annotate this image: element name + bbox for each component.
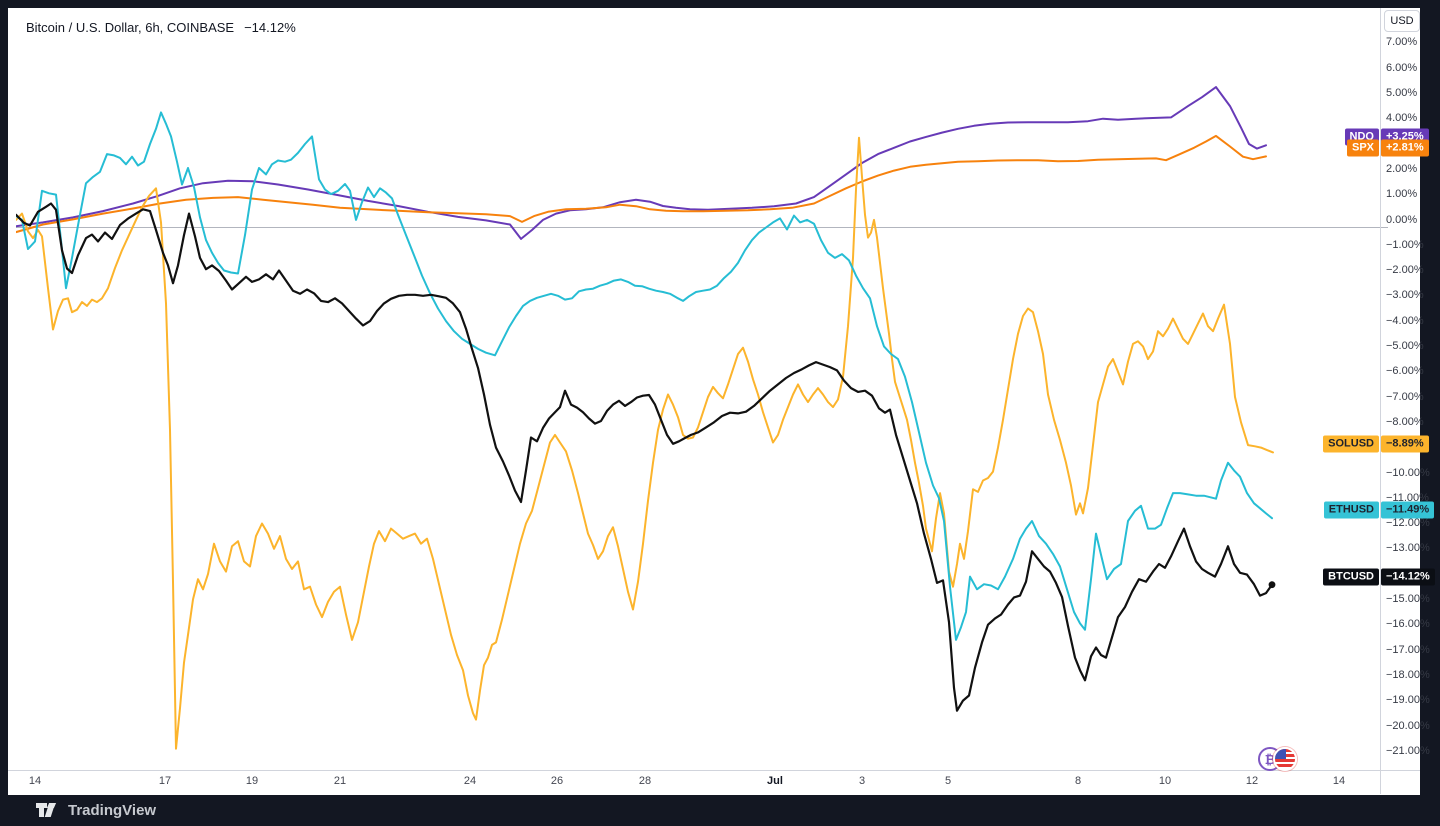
time-tick: 3 [858, 775, 866, 787]
price-badge-ethusd[interactable]: −11.49% [1381, 501, 1435, 519]
price-tick: 6.00% [1386, 61, 1418, 74]
price-tick: 5.00% [1386, 87, 1418, 99]
price-tick: −1.00% [1386, 238, 1424, 251]
price-tick: −20.00% [1386, 719, 1430, 732]
price-tick: −11.00% [1386, 491, 1429, 504]
price-tick: −18.00% [1386, 668, 1430, 681]
pair-logo: ₿ [1258, 745, 1302, 774]
time-tick: 8 [1074, 775, 1082, 787]
symbol-badge-spx[interactable]: SPX [1346, 139, 1379, 157]
tradingview-brand-label: TradingView [68, 802, 157, 819]
time-tick: 24 [463, 775, 477, 787]
us-flag-icon [1273, 747, 1297, 771]
symbol-legend[interactable]: Bitcoin / U.S. Dollar, 6h, COINBASE −14.1… [26, 20, 296, 35]
series-line-ethusd [16, 111, 1273, 641]
time-tick: 19 [245, 775, 259, 787]
tradingview-logo-icon [36, 802, 61, 819]
time-tick: 5 [944, 775, 952, 787]
price-tick: −19.00% [1386, 694, 1430, 707]
price-tick: −5.00% [1386, 340, 1424, 352]
time-tick: 10 [1158, 775, 1172, 787]
symbol-badge-solusd[interactable]: SOLUSD [1323, 435, 1379, 453]
price-tick: −3.00% [1386, 289, 1424, 302]
price-chart-plot[interactable] [16, 16, 1388, 778]
symbol-badge-ethusd[interactable]: ETHUSD [1323, 501, 1379, 519]
price-tick: −12.00% [1386, 517, 1430, 530]
price-tick: 7.00% [1386, 36, 1418, 49]
price-tick: −15.00% [1386, 593, 1430, 605]
price-tick: −21.00% [1386, 744, 1430, 757]
series-line-solusd [16, 136, 1274, 750]
symbol-title: Bitcoin / U.S. Dollar, 6h, COINBASE [26, 20, 235, 35]
price-tick: 2.00% [1386, 162, 1418, 175]
price-tick: −7.00% [1386, 390, 1424, 403]
symbol-change: −14.12% [244, 20, 296, 35]
price-tick: −17.00% [1386, 643, 1430, 656]
time-tick: 26 [550, 775, 564, 787]
time-axis-border [8, 770, 1420, 771]
bottom-toolbar: TradingView [0, 795, 1440, 826]
time-tick: 28 [638, 775, 652, 787]
price-tick: −8.00% [1386, 415, 1424, 428]
time-tick: 12 [1245, 775, 1259, 787]
chart-panel: Bitcoin / U.S. Dollar, 6h, COINBASE −14.1… [8, 8, 1420, 795]
series-line-ndq [16, 86, 1267, 240]
price-tick: −2.00% [1386, 264, 1424, 277]
last-price-dot [1268, 581, 1276, 589]
series-line-spx [16, 134, 1267, 234]
price-badge-solusd[interactable]: −8.89% [1381, 435, 1429, 453]
time-tick: 21 [333, 775, 347, 787]
price-tick: −10.00% [1386, 466, 1430, 479]
price-tick: 1.00% [1386, 188, 1418, 201]
price-tick: −16.00% [1386, 618, 1430, 631]
price-badge-btcusd[interactable]: −14.12% [1381, 568, 1435, 586]
symbol-badge-btcusd[interactable]: BTCUSD [1323, 568, 1379, 586]
price-badge-spx[interactable]: +2.81% [1381, 139, 1429, 157]
time-tick: 14 [1332, 775, 1346, 787]
series-line-btcusd [16, 202, 1274, 712]
time-tick: Jul [767, 775, 783, 787]
price-tick: 4.00% [1386, 112, 1418, 125]
price-tick: −13.00% [1386, 542, 1430, 555]
price-tick: −4.00% [1386, 314, 1424, 327]
price-axis-border [1380, 8, 1381, 794]
time-tick: 14 [28, 775, 42, 787]
price-tick: −6.00% [1386, 365, 1424, 378]
price-tick: 0.00% [1386, 213, 1418, 226]
currency-unit-button[interactable]: USD [1384, 10, 1420, 32]
time-tick: 17 [158, 775, 172, 787]
tradingview-brand-link[interactable]: TradingView [36, 802, 156, 819]
